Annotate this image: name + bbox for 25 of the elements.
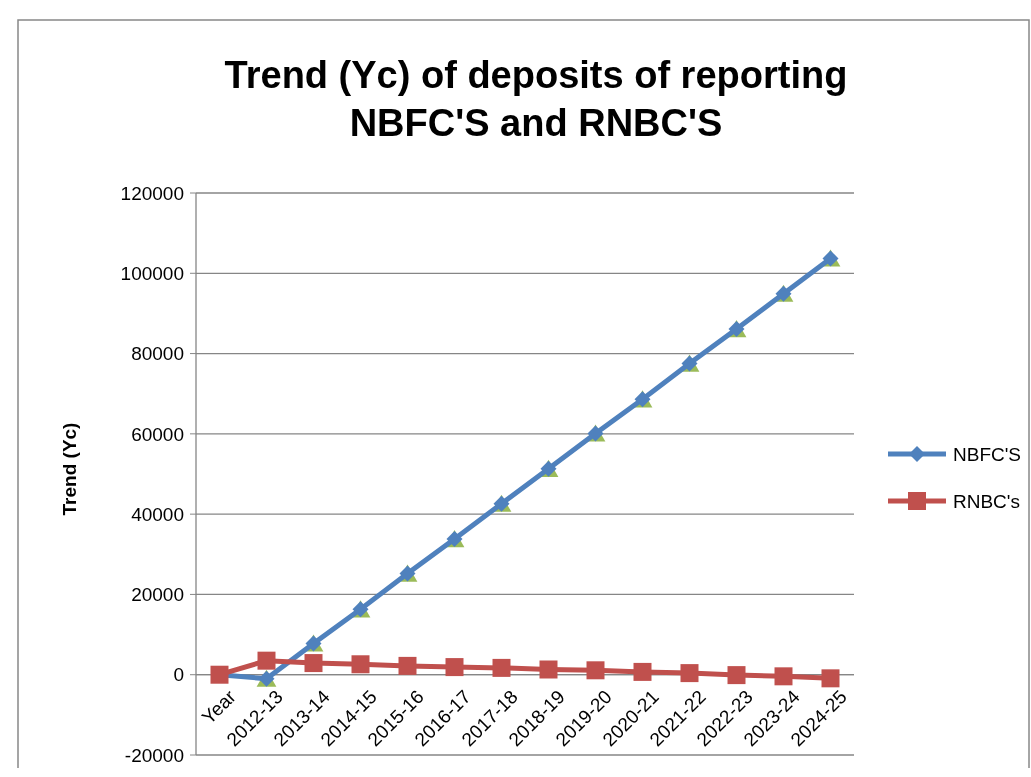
point <box>539 660 558 679</box>
point <box>257 651 276 670</box>
legend-label: NBFC'S <box>953 443 1022 465</box>
point <box>727 666 746 685</box>
point <box>633 662 652 681</box>
point <box>774 667 793 686</box>
point <box>680 664 699 683</box>
y-tick-label: 20000 <box>131 584 184 606</box>
y-tick-label: 100000 <box>120 262 184 284</box>
y-tick-label: 40000 <box>131 503 184 525</box>
point <box>586 661 605 680</box>
point <box>351 655 370 674</box>
y-tick-label: 120000 <box>120 182 184 204</box>
point <box>492 658 511 677</box>
point <box>445 658 464 677</box>
point <box>304 654 323 673</box>
point <box>821 669 840 688</box>
y-tick-label: 60000 <box>131 423 184 445</box>
point <box>398 656 417 675</box>
y-tick-label: -20000 <box>124 744 184 766</box>
chart-title: Trend (Yc) of deposits of reporting NBFC'S and RNBC'S <box>224 54 848 144</box>
y-tick-label: 80000 <box>131 343 184 365</box>
legend-label: RNBC's <box>953 490 1020 512</box>
y-axis-title: Trend (Yc) <box>59 422 80 516</box>
y-tick-label: 0 <box>173 664 184 686</box>
